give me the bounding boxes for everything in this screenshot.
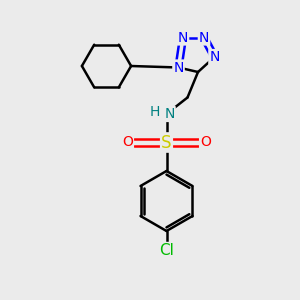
Text: N: N	[209, 50, 220, 64]
Text: O: O	[122, 136, 133, 149]
Text: N: N	[199, 31, 209, 44]
Text: O: O	[200, 136, 211, 149]
Text: Cl: Cl	[159, 243, 174, 258]
Text: N: N	[173, 61, 184, 74]
Text: S: S	[161, 134, 172, 152]
Text: N: N	[164, 107, 175, 121]
Text: N: N	[178, 31, 188, 44]
Text: H: H	[150, 106, 160, 119]
